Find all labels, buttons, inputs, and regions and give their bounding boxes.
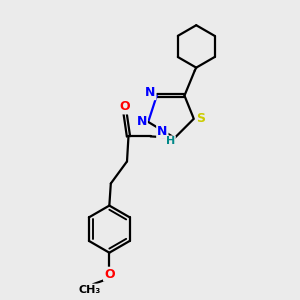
- Text: H: H: [166, 136, 175, 146]
- Text: O: O: [104, 268, 115, 281]
- Text: N: N: [157, 125, 167, 138]
- Text: CH₃: CH₃: [79, 284, 101, 295]
- Text: S: S: [196, 112, 205, 125]
- Text: O: O: [120, 100, 130, 113]
- Text: N: N: [145, 86, 155, 99]
- Text: N: N: [136, 116, 147, 128]
